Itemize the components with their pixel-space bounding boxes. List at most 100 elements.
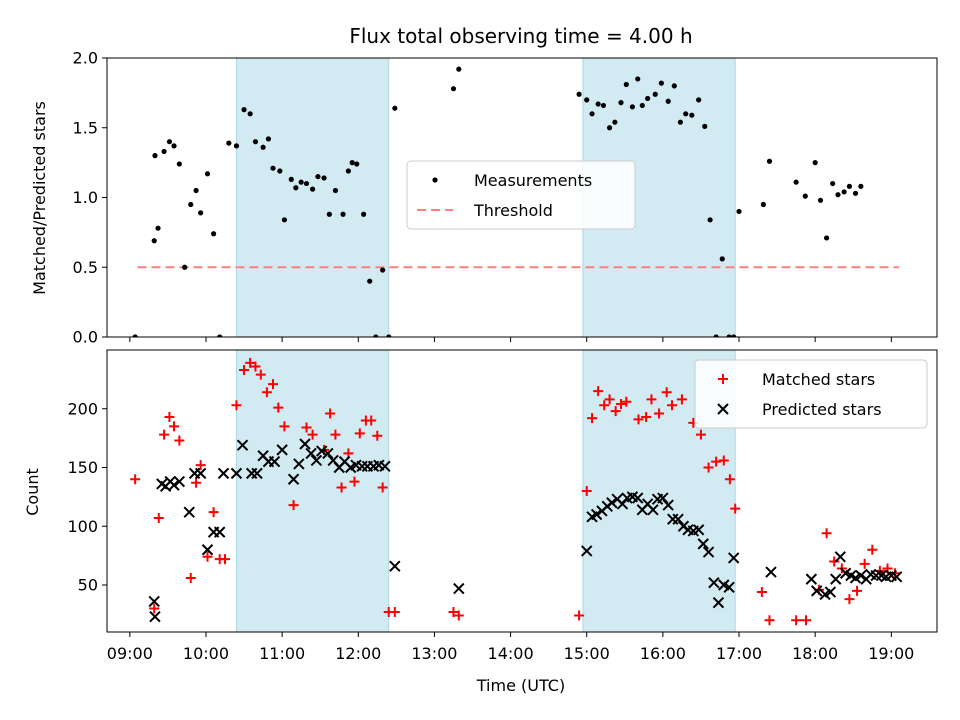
data-point bbox=[366, 415, 377, 426]
shaded-interval bbox=[235, 349, 390, 633]
data-point bbox=[703, 462, 714, 473]
legend-label: Measurements bbox=[474, 171, 592, 190]
y-tick-label: 0.5 bbox=[73, 258, 98, 277]
data-point bbox=[251, 467, 263, 480]
data-point bbox=[252, 139, 259, 145]
data-point bbox=[213, 526, 226, 538]
data-point bbox=[724, 474, 735, 485]
data-point bbox=[830, 573, 842, 585]
data-point bbox=[270, 165, 276, 171]
data-point bbox=[707, 217, 713, 223]
data-point bbox=[208, 507, 219, 518]
data-point bbox=[604, 394, 615, 405]
data-point bbox=[645, 95, 651, 102]
data-point bbox=[288, 176, 294, 182]
data-point bbox=[760, 201, 766, 208]
x-tick-label: 11:00 bbox=[259, 644, 305, 663]
data-point bbox=[867, 544, 878, 555]
data-point bbox=[677, 119, 683, 125]
legend-label: Predicted stars bbox=[762, 400, 882, 419]
data-point bbox=[380, 267, 386, 273]
x-tick-label: 13:00 bbox=[411, 644, 457, 663]
panel-frame bbox=[106, 349, 938, 633]
data-point bbox=[665, 98, 671, 104]
data-point bbox=[881, 0, 886, 3]
data-point bbox=[132, 334, 138, 337]
data-point bbox=[183, 506, 195, 518]
data-point bbox=[250, 361, 261, 372]
data-point bbox=[233, 143, 240, 149]
y-tick-label: 200 bbox=[67, 399, 98, 418]
data-point bbox=[288, 500, 299, 511]
data-point bbox=[864, 0, 869, 3]
data-point bbox=[621, 396, 632, 407]
data-point bbox=[230, 467, 243, 480]
data-point bbox=[581, 545, 593, 557]
data-point bbox=[298, 179, 304, 185]
data-point bbox=[336, 482, 347, 493]
data-point bbox=[662, 499, 674, 511]
data-point bbox=[322, 447, 334, 460]
data-point bbox=[875, 0, 880, 3]
data-point bbox=[330, 429, 341, 440]
data-point bbox=[188, 201, 194, 208]
x-tick-label: 17:00 bbox=[716, 644, 762, 663]
data-point bbox=[174, 435, 185, 446]
data-point bbox=[273, 402, 284, 413]
legend: Matched stars Predicted stars bbox=[694, 359, 928, 429]
data-point bbox=[692, 524, 705, 536]
data-point bbox=[683, 111, 689, 117]
x-tick-label: 15:00 bbox=[564, 644, 610, 663]
data-point bbox=[191, 477, 202, 488]
data-point bbox=[801, 615, 812, 626]
y-tick-label: 1.0 bbox=[73, 188, 98, 207]
x-tick-label: 18:00 bbox=[792, 644, 838, 663]
y-tick-label: 50 bbox=[78, 576, 98, 595]
data-point bbox=[730, 503, 741, 514]
data-point bbox=[689, 112, 695, 118]
data-point bbox=[332, 187, 339, 194]
x-tick-label: 09:00 bbox=[107, 644, 153, 663]
data-point bbox=[844, 594, 855, 605]
data-point bbox=[168, 479, 180, 491]
data-point bbox=[708, 576, 720, 589]
data-point bbox=[829, 556, 840, 567]
data-point bbox=[166, 139, 173, 145]
data-point bbox=[852, 585, 863, 596]
data-point bbox=[456, 66, 462, 72]
data-point bbox=[887, 0, 892, 3]
data-point bbox=[301, 422, 312, 433]
data-point bbox=[812, 160, 818, 166]
data-point bbox=[606, 497, 618, 509]
data-point bbox=[340, 211, 346, 217]
data-point bbox=[726, 334, 732, 337]
data-point bbox=[723, 581, 735, 594]
data-point bbox=[697, 538, 709, 550]
data-point bbox=[632, 492, 644, 504]
data-point bbox=[316, 445, 328, 457]
data-point bbox=[315, 173, 321, 180]
data-point bbox=[855, 569, 867, 582]
data-point bbox=[130, 474, 141, 485]
data-point bbox=[453, 610, 464, 621]
data-point bbox=[149, 611, 161, 623]
data-point bbox=[185, 572, 196, 583]
data-point bbox=[153, 513, 164, 524]
series-matched-stars bbox=[130, 357, 901, 626]
data-point bbox=[303, 180, 310, 187]
data-point bbox=[672, 513, 684, 525]
data-point bbox=[277, 168, 283, 174]
data-point bbox=[307, 429, 318, 440]
series-measurements bbox=[132, 0, 892, 337]
data-point bbox=[821, 528, 832, 539]
data-point bbox=[612, 119, 618, 125]
data-point bbox=[152, 153, 158, 159]
data-point bbox=[834, 551, 847, 563]
data-point bbox=[171, 143, 177, 149]
data-point bbox=[217, 467, 230, 480]
data-point bbox=[736, 208, 742, 215]
data-point bbox=[268, 379, 278, 390]
data-point bbox=[265, 136, 272, 142]
data-point bbox=[377, 482, 388, 493]
data-point bbox=[164, 411, 175, 422]
